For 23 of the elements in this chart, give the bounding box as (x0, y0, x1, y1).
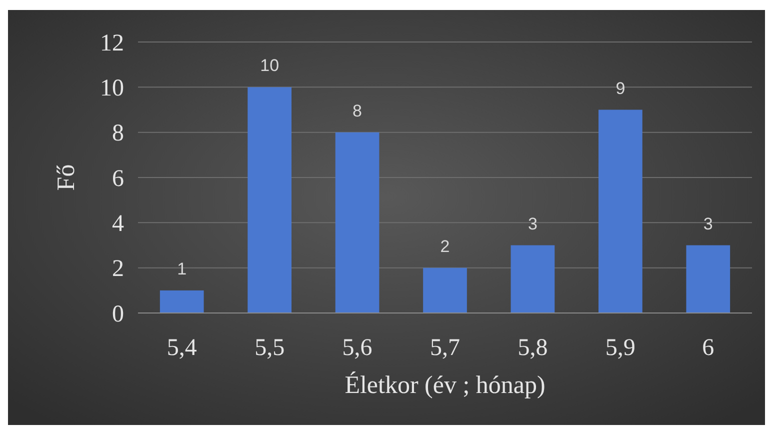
x-tick-label: 6 (702, 335, 714, 361)
x-tick-label: 5,6 (342, 335, 372, 361)
y-tick-label: 2 (112, 256, 124, 282)
y-tick-label: 12 (100, 30, 124, 56)
data-label: 9 (616, 78, 626, 98)
x-tick-label: 5,7 (430, 335, 460, 361)
x-tick-label: 5,4 (166, 335, 197, 361)
data-label: 10 (260, 56, 280, 76)
data-label: 1 (177, 259, 187, 278)
x-axis-title: Életkor (év ; hónap) (344, 371, 546, 399)
y-tick-label: 4 (112, 211, 124, 238)
y-tick-label: 0 (112, 301, 124, 328)
y-tick-label: 10 (100, 76, 124, 102)
x-tick-label: 5,9 (605, 335, 636, 361)
x-tick-label: 5,8 (518, 335, 548, 361)
data-label: 2 (440, 236, 450, 256)
y-tick-label: 6 (112, 166, 124, 192)
data-label: 3 (528, 214, 538, 234)
x-tick-label: 5,5 (254, 335, 285, 361)
data-label: 3 (703, 214, 713, 234)
y-tick-label: 8 (112, 120, 124, 147)
y-axis-title: Fő (53, 164, 80, 191)
data-label: 8 (352, 101, 362, 120)
